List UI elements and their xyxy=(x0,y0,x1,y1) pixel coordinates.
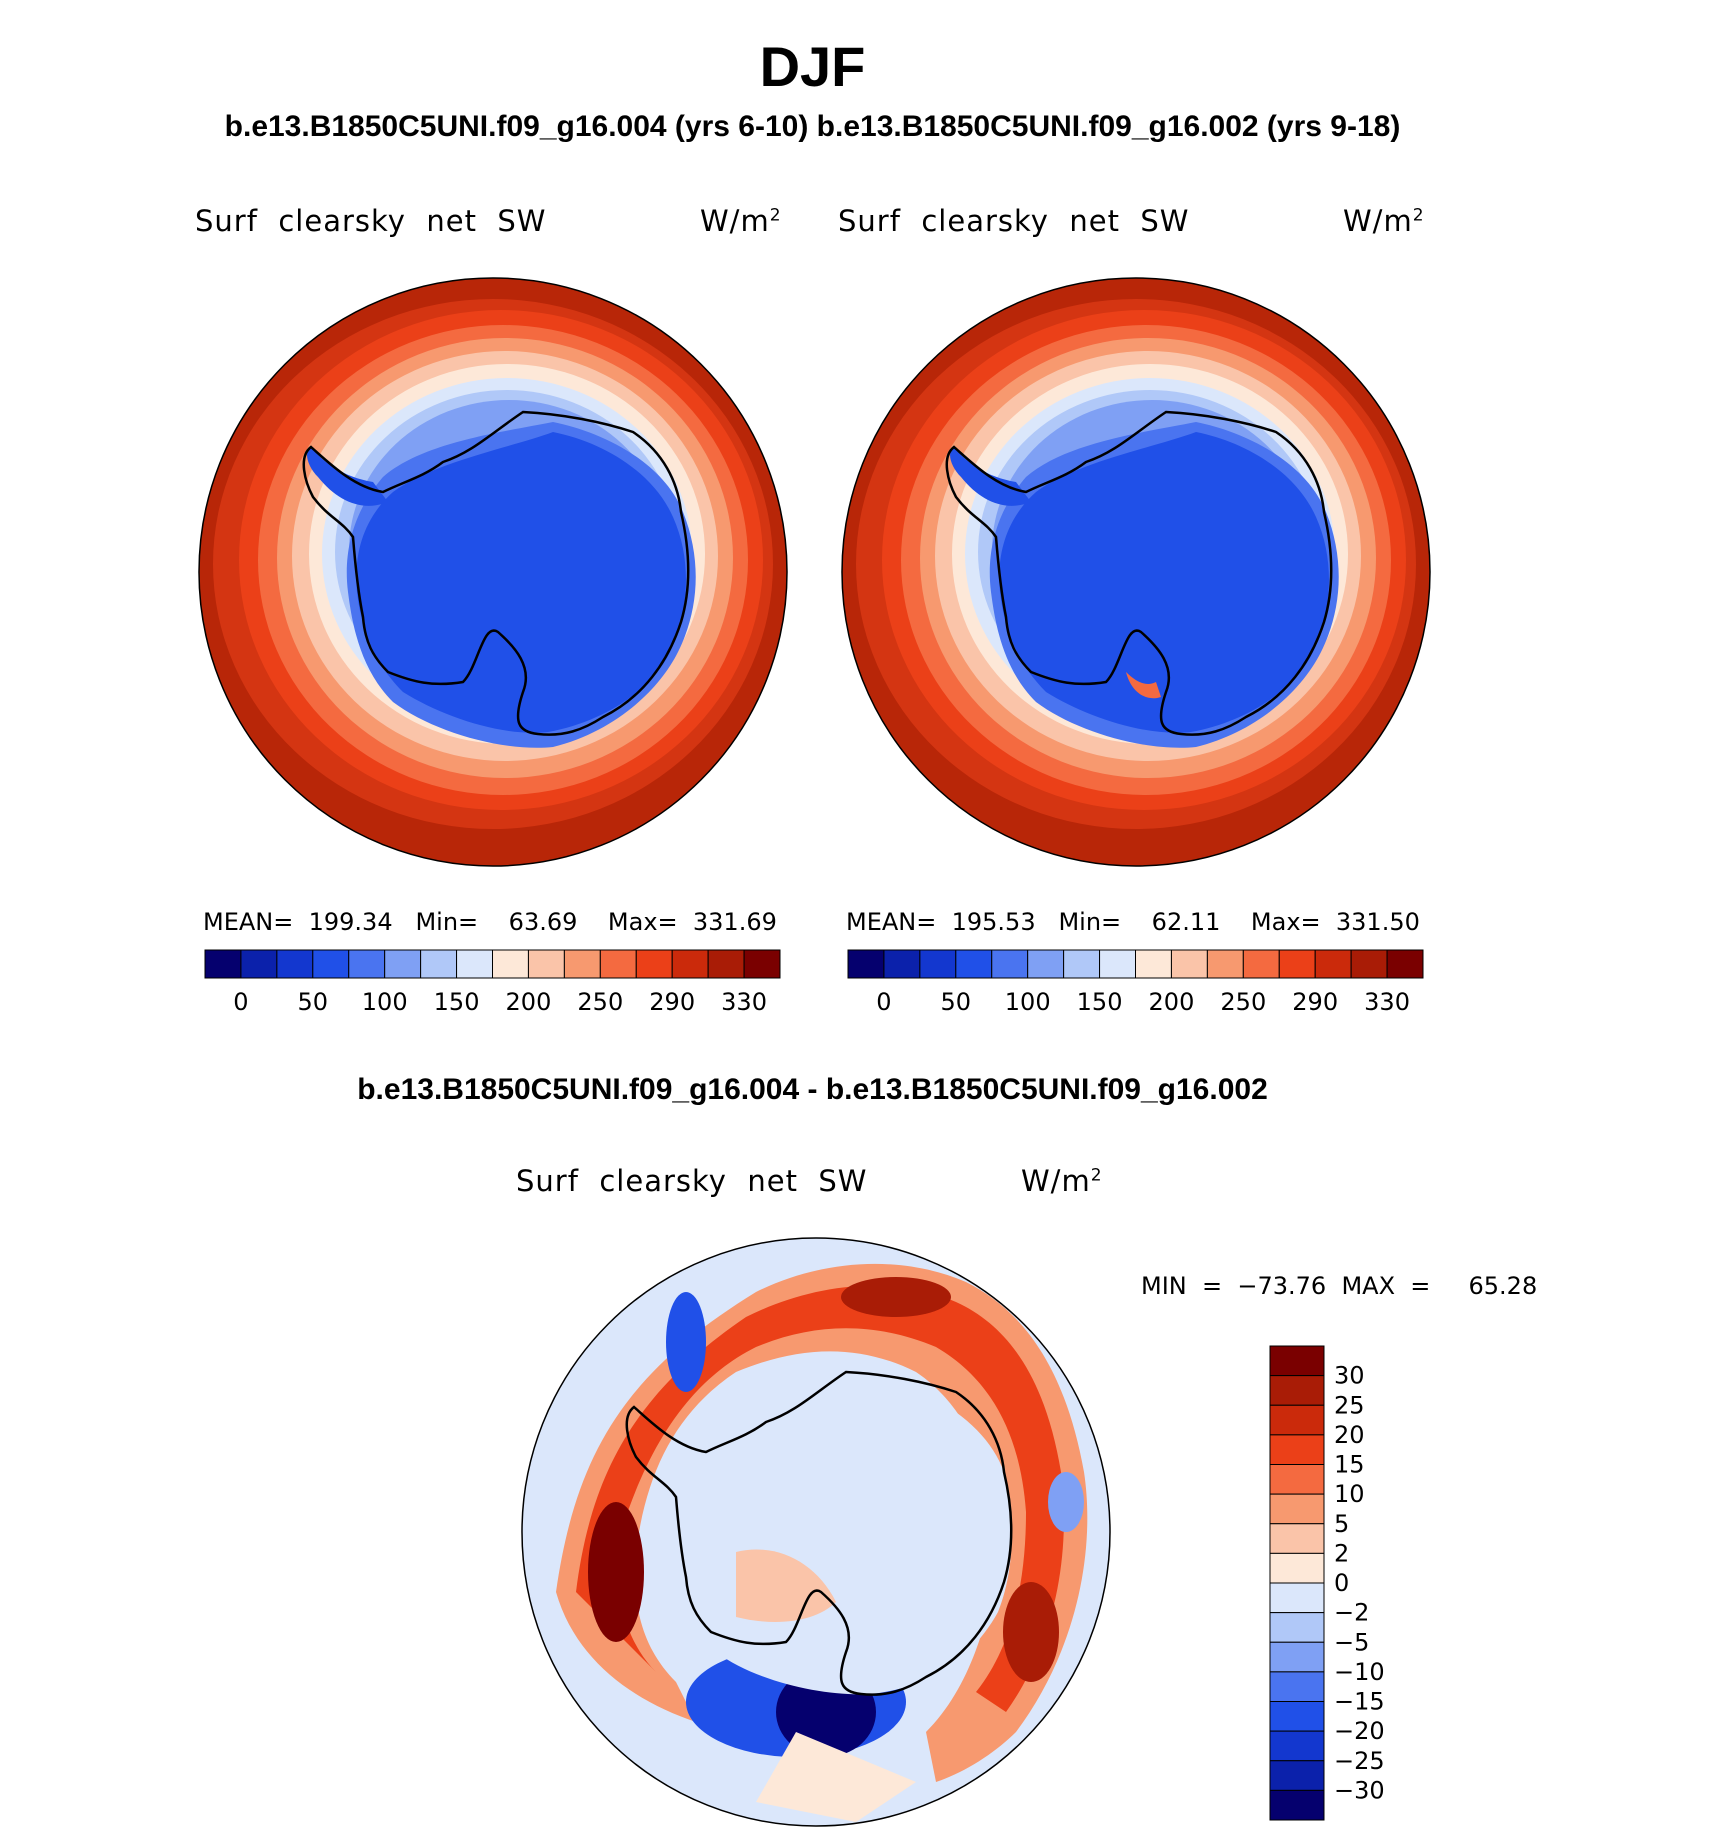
panel2-units-label: W/m2 xyxy=(1343,204,1425,238)
colorbar-panel-1: 0 50 100 150 200 250 290 330 xyxy=(204,949,781,1016)
colorbar-cell xyxy=(1269,1523,1325,1554)
difference-minmax: MIN = −73.76 MAX = 65.28 xyxy=(1141,1272,1538,1300)
colorbar-cell xyxy=(1063,949,1101,979)
colorbar-cell xyxy=(955,949,993,979)
colorbar-tick-label: 200 xyxy=(1149,988,1195,1016)
colorbar-tick-label: −2 xyxy=(1334,1599,1369,1627)
colorbar-cell xyxy=(1269,1641,1325,1673)
colorbar-tick-label: 250 xyxy=(1220,988,1266,1016)
map-panel-2 xyxy=(841,277,1431,867)
colorbar-tick-label: −15 xyxy=(1334,1688,1385,1716)
colorbar-tick-label: 330 xyxy=(1364,988,1410,1016)
map-panel-1 xyxy=(198,277,788,867)
difference-units-label: W/m2 xyxy=(1021,1164,1103,1198)
colorbar-cell xyxy=(1170,949,1208,979)
colorbar-cell xyxy=(847,949,885,979)
colorbar-tick-label: 0 xyxy=(876,988,891,1016)
colorbar-cell xyxy=(1269,1760,1325,1791)
colorbar-tick-label: 2 xyxy=(1334,1539,1349,1567)
colorbar-cell xyxy=(1278,949,1316,979)
colorbar-cell xyxy=(1269,1730,1325,1762)
colorbar-tick-label: −10 xyxy=(1334,1658,1385,1686)
colorbar-cell xyxy=(1269,1493,1325,1525)
colorbar-cell xyxy=(919,949,957,979)
colorbar-cell xyxy=(1269,1434,1325,1465)
colorbar-cell xyxy=(276,949,314,979)
colorbar-cell xyxy=(743,949,781,979)
colorbar-cell xyxy=(420,949,458,979)
colorbar-cell xyxy=(635,949,673,979)
colorbar-cell xyxy=(1269,1701,1325,1732)
colorbar-cell xyxy=(1386,949,1424,979)
colorbar-tick-label: 0 xyxy=(233,988,248,1016)
colorbar-cell xyxy=(1242,949,1280,979)
colorbar-tick-label: 200 xyxy=(506,988,552,1016)
colorbar-cell xyxy=(1269,1464,1325,1495)
panel2-stats: MEAN= 195.53 Min= 62.11 Max= 331.50 xyxy=(846,908,1420,936)
colorbar-tick-label: −5 xyxy=(1334,1628,1369,1656)
colorbar-cell xyxy=(527,949,565,979)
figure-title: DJF xyxy=(759,35,866,98)
colorbar-tick-label: −30 xyxy=(1334,1776,1385,1804)
panel1-variable-label: Surf clearsky net SW xyxy=(195,204,547,238)
colorbar-tick-label: 250 xyxy=(577,988,623,1016)
colorbar-panel-2: 0 50 100 150 200 250 290 330 xyxy=(847,949,1424,1016)
colorbar-cell xyxy=(312,949,350,979)
colorbar-cell xyxy=(1269,1789,1325,1821)
colorbar-cell xyxy=(991,949,1029,979)
colorbar-tick-label: 290 xyxy=(1292,988,1338,1016)
colorbar-tick-label: 20 xyxy=(1334,1421,1365,1449)
colorbar-cell xyxy=(1269,1671,1325,1702)
colorbar-tick-label: 100 xyxy=(1005,988,1051,1016)
colorbar-cell xyxy=(348,949,386,979)
colorbar-tick-label: 15 xyxy=(1334,1451,1365,1479)
panel1-stats: MEAN= 199.34 Min= 63.69 Max= 331.69 xyxy=(203,908,777,936)
colorbar-cell xyxy=(492,949,529,979)
colorbar-tick-label: 330 xyxy=(721,988,767,1016)
panel2-variable-label: Surf clearsky net SW xyxy=(838,204,1190,238)
difference-title: b.e13.B1850C5UNI.f09_g16.004 - b.e13.B18… xyxy=(357,1073,1268,1106)
colorbar-cell xyxy=(1350,949,1388,979)
panel1-units-label: W/m2 xyxy=(700,204,782,238)
colorbar-cell xyxy=(1269,1552,1325,1584)
colorbar-cell xyxy=(1269,1345,1325,1377)
colorbar-cell xyxy=(1099,949,1136,979)
colorbar-tick-label: 150 xyxy=(434,988,480,1016)
colorbar-cell xyxy=(1027,949,1065,979)
colorbar-cell xyxy=(1269,1375,1325,1406)
colorbar-tick-label: 100 xyxy=(362,988,408,1016)
difference-variable-label: Surf clearsky net SW xyxy=(516,1164,868,1198)
colorbar-cell xyxy=(599,949,637,979)
colorbar-cell xyxy=(1135,949,1172,979)
colorbar-cell xyxy=(1314,949,1352,979)
figure-subtitle: b.e13.B1850C5UNI.f09_g16.004 (yrs 6-10) … xyxy=(224,110,1401,143)
colorbar-cell xyxy=(456,949,493,979)
colorbar-cell xyxy=(204,949,242,979)
colorbar-cell xyxy=(1206,949,1244,979)
colorbar-tick-label: 50 xyxy=(298,988,329,1016)
colorbar-cell xyxy=(563,949,601,979)
colorbar-cell xyxy=(883,949,921,979)
colorbar-cell xyxy=(240,949,278,979)
colorbar-tick-label: 10 xyxy=(1334,1480,1365,1508)
colorbar-cell xyxy=(384,949,422,979)
colorbar-cell xyxy=(707,949,745,979)
colorbar-tick-label: 25 xyxy=(1334,1391,1365,1419)
colorbar-tick-label: −25 xyxy=(1334,1747,1385,1775)
map-difference xyxy=(521,1237,1111,1827)
colorbar-cell xyxy=(671,949,709,979)
colorbar-tick-label: 50 xyxy=(941,988,972,1016)
colorbar-tick-label: 5 xyxy=(1334,1510,1349,1538)
colorbar-tick-label: −20 xyxy=(1334,1717,1385,1745)
colorbar-tick-label: 150 xyxy=(1077,988,1123,1016)
colorbar-cell xyxy=(1269,1612,1325,1643)
colorbar-tick-label: 0 xyxy=(1334,1569,1349,1597)
colorbar-cell xyxy=(1269,1404,1325,1436)
colorbar-tick-label: 290 xyxy=(649,988,695,1016)
colorbar-tick-label: 30 xyxy=(1334,1362,1365,1390)
colorbar-cell xyxy=(1269,1582,1325,1614)
